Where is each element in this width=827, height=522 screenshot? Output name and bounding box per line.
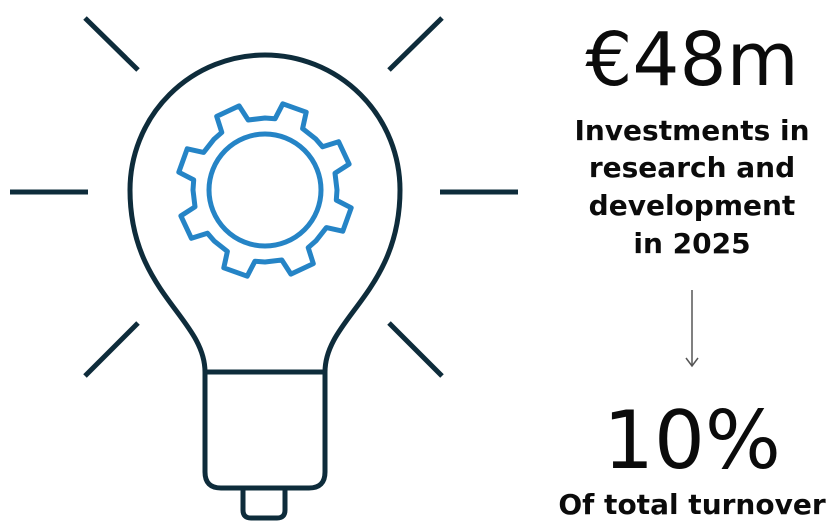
stat-description: Of total turnover <box>558 488 826 521</box>
lightbulb-icon <box>10 16 518 521</box>
stat-description: development <box>589 189 796 222</box>
stat-description: research and <box>589 151 795 184</box>
stat-description: in 2025 <box>633 227 750 260</box>
stat-description: Investments in <box>574 114 809 147</box>
gear-hole <box>206 131 324 249</box>
arrow <box>685 290 699 368</box>
ray <box>83 321 140 378</box>
bulb-tip <box>240 488 288 521</box>
ray <box>83 16 140 72</box>
ray <box>387 16 444 72</box>
stat-value: 10% <box>603 394 781 487</box>
ray <box>387 321 444 378</box>
bulb-glass <box>127 52 403 375</box>
stat-value: €48m <box>585 17 798 103</box>
gear <box>176 101 354 279</box>
bulb-base <box>202 372 328 491</box>
